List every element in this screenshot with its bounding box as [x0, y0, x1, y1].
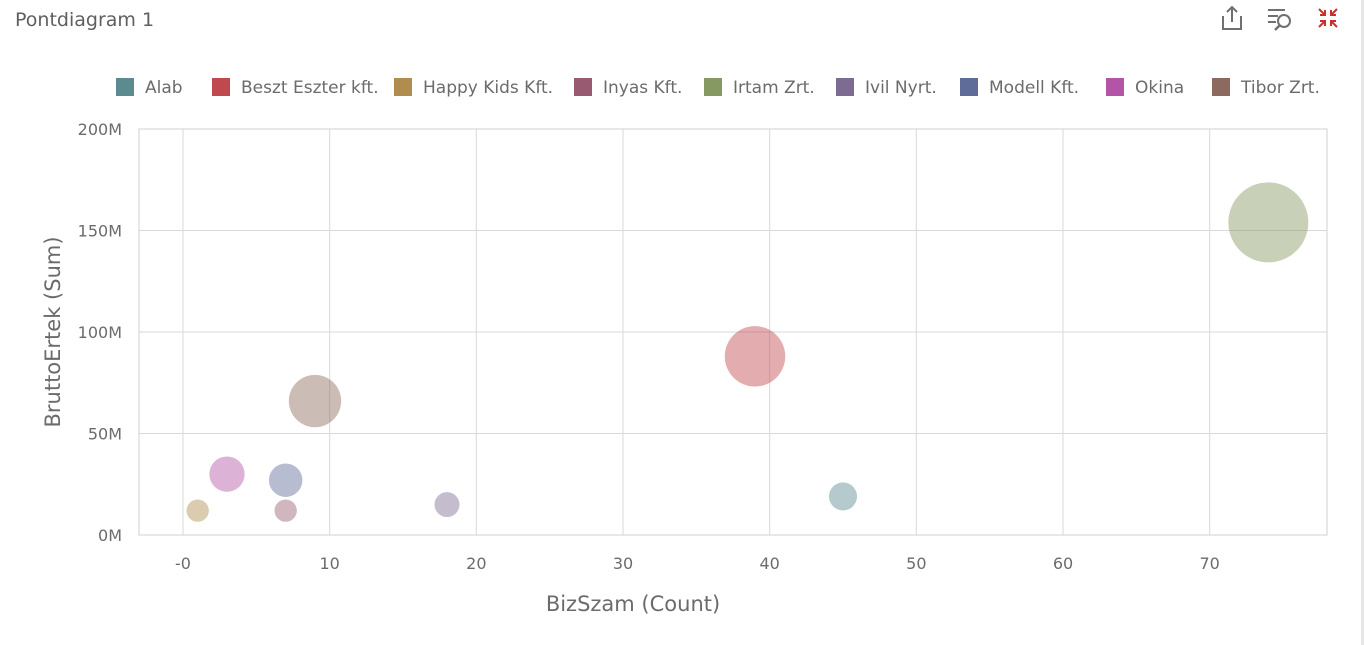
- legend-label: Ivil Nyrt.: [865, 78, 937, 98]
- legend-label: Tibor Zrt.: [1240, 78, 1320, 98]
- x-tick-label: 10: [319, 554, 339, 573]
- legend-item[interactable]: Inyas Kft.: [574, 78, 682, 98]
- legend-swatch: [704, 78, 722, 96]
- legend-swatch: [116, 78, 134, 96]
- x-tick-label: 50: [906, 554, 926, 573]
- data-point[interactable]: [828, 482, 858, 511]
- legend-label: Irtam Zrt.: [733, 78, 815, 98]
- x-tick-label: 70: [1199, 554, 1219, 573]
- data-point[interactable]: [288, 374, 342, 428]
- y-tick-label: 50M: [88, 425, 122, 444]
- y-axis-label: BruttoErtek (Sum): [41, 236, 65, 427]
- x-axis-label: BizSzam (Count): [546, 592, 720, 616]
- legend: Alab Beszt Eszter kft. Happy Kids Kft. Inya…: [116, 78, 1320, 98]
- bubbles: [186, 182, 1309, 522]
- x-tick-label: 60: [1053, 554, 1073, 573]
- legend-item[interactable]: Beszt Eszter kft.: [212, 78, 379, 98]
- legend-swatch: [574, 78, 592, 96]
- y-tick-label: 200M: [78, 120, 122, 139]
- legend-item[interactable]: Modell Kft.: [960, 78, 1079, 98]
- data-point[interactable]: [724, 326, 786, 387]
- y-tick-label: 150M: [78, 222, 122, 241]
- panel-right-border: [1361, 0, 1364, 645]
- legend-swatch: [960, 78, 978, 96]
- x-tick-label: -0: [175, 554, 191, 573]
- legend-label: Happy Kids Kft.: [423, 78, 553, 98]
- data-point[interactable]: [186, 499, 209, 522]
- inspect-data-button[interactable]: [1264, 2, 1296, 34]
- x-tick-label: 30: [613, 554, 633, 573]
- legend-item[interactable]: Alab: [116, 78, 183, 98]
- legend-swatch: [1212, 78, 1230, 96]
- data-point[interactable]: [209, 456, 245, 492]
- restore-button[interactable]: [1312, 2, 1344, 34]
- inspect-data-icon: [1268, 9, 1291, 31]
- legend-item[interactable]: Irtam Zrt.: [704, 78, 815, 98]
- legend-swatch: [394, 78, 412, 96]
- y-tick-label: 100M: [78, 323, 122, 342]
- data-point[interactable]: [434, 492, 460, 518]
- panel-title: Pontdiagram 1: [15, 9, 155, 31]
- y-tick-label: 0M: [98, 526, 122, 545]
- export-button[interactable]: [1216, 2, 1248, 34]
- legend-swatch: [212, 78, 230, 96]
- plot-area-border: [138, 128, 1328, 536]
- restore-minimize-icon: [1318, 8, 1338, 28]
- x-tick-label: 20: [466, 554, 486, 573]
- legend-label: Okina: [1135, 78, 1184, 98]
- legend-item[interactable]: Ivil Nyrt.: [836, 78, 937, 98]
- legend-item[interactable]: Happy Kids Kft.: [394, 78, 553, 98]
- legend-item[interactable]: Tibor Zrt.: [1212, 78, 1320, 98]
- data-point[interactable]: [268, 463, 303, 497]
- data-point[interactable]: [1228, 182, 1309, 263]
- export-icon: [1222, 5, 1242, 30]
- legend-label: Inyas Kft.: [603, 78, 682, 98]
- legend-item[interactable]: Okina: [1106, 78, 1184, 98]
- grid: [139, 128, 1327, 536]
- legend-label: Beszt Eszter kft.: [241, 78, 379, 98]
- data-point[interactable]: [274, 499, 297, 522]
- legend-swatch: [836, 78, 854, 96]
- legend-swatch: [1106, 78, 1124, 96]
- x-tick-label: 40: [759, 554, 779, 573]
- toolbar: [1216, 2, 1344, 34]
- legend-label: Alab: [145, 78, 183, 98]
- legend-label: Modell Kft.: [989, 78, 1079, 98]
